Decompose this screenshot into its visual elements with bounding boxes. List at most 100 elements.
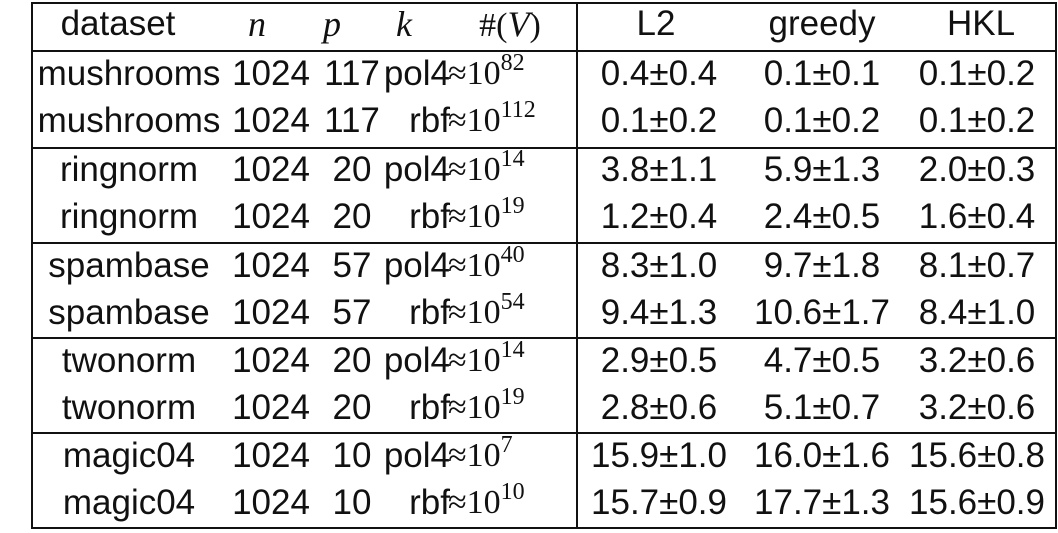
cell-num-vertices: ≈1082 (448, 50, 525, 96)
cell-approx-exponent: 14 (500, 337, 525, 363)
group-rule-2 (31, 242, 1057, 244)
cell-p: 57 (332, 246, 372, 285)
header-v: V (507, 4, 530, 44)
cell-k: pol4 (383, 150, 450, 189)
cell-approx-base: ≈10 (448, 198, 501, 235)
cell-n: 1024 (232, 341, 310, 380)
cell-p: 20 (332, 341, 372, 380)
cell-l2: 2.9±0.5 (600, 341, 718, 380)
cell-num-vertices: ≈1019 (448, 384, 525, 430)
cell-dataset: magic04 (62, 436, 196, 475)
header-greedy: greedy (768, 4, 876, 43)
cell-greedy: 10.6±1.7 (754, 293, 890, 332)
cell-approx-base: ≈10 (448, 389, 501, 426)
header-hkl: HKL (946, 4, 1016, 43)
cell-approx-exponent: 54 (500, 289, 525, 315)
cell-num-vertices: ≈1019 (448, 194, 525, 239)
cell-n: 1024 (232, 54, 310, 93)
cell-p: 57 (332, 293, 372, 332)
header-n: n (248, 4, 266, 44)
cell-hkl: 0.1±0.2 (918, 101, 1036, 140)
cell-approx-base: ≈10 (448, 102, 501, 139)
cell-l2: 15.7±0.9 (591, 483, 727, 522)
cell-num-vertices: ≈1014 (448, 337, 525, 383)
group-rule-3 (31, 337, 1057, 339)
middle-rule (576, 2, 578, 529)
cell-dataset: mushrooms (37, 101, 221, 140)
cell-p: 20 (332, 197, 372, 236)
cell-approx-exponent: 82 (500, 50, 525, 76)
cell-hkl: 3.2±0.6 (918, 388, 1036, 427)
cell-dataset: twonorm (61, 341, 197, 380)
cell-num-vertices: ≈1014 (448, 147, 525, 192)
cell-n: 1024 (232, 436, 310, 475)
cell-greedy: 0.1±0.2 (763, 101, 881, 140)
cell-greedy: 2.4±0.5 (763, 197, 881, 236)
cell-dataset: twonorm (61, 388, 197, 427)
cell-hkl: 8.1±0.7 (918, 246, 1036, 285)
cell-k: pol4 (383, 341, 450, 380)
cell-n: 1024 (232, 101, 310, 140)
cell-k: pol4 (383, 436, 450, 475)
header-hash: # (479, 7, 497, 44)
cell-k: rbf (409, 388, 450, 427)
cell-num-vertices: ≈1054 (448, 289, 525, 335)
cell-n: 1024 (232, 483, 310, 522)
cell-hkl: 15.6±0.8 (909, 436, 1045, 475)
header-rule (31, 50, 1057, 52)
cell-hkl: 8.4±1.0 (918, 293, 1036, 332)
cell-num-vertices: ≈107 (448, 433, 513, 478)
cell-approx-exponent: 112 (500, 97, 536, 123)
cell-l2: 3.8±1.1 (600, 150, 718, 189)
cell-p: 20 (332, 388, 372, 427)
cell-l2: 8.3±1.0 (600, 246, 718, 285)
cell-approx-exponent: 10 (500, 479, 525, 505)
cell-n: 1024 (232, 388, 310, 427)
cell-hkl: 15.6±0.9 (909, 483, 1045, 522)
cell-num-vertices: ≈10112 (448, 97, 536, 143)
cell-hkl: 3.2±0.6 (918, 341, 1036, 380)
cell-greedy: 5.9±1.3 (763, 150, 881, 189)
cell-dataset: ringnorm (59, 197, 199, 236)
cell-k: pol4 (383, 54, 450, 93)
header-p: p (323, 4, 341, 44)
cell-approx-exponent: 19 (500, 384, 525, 410)
cell-dataset: magic04 (62, 483, 196, 522)
cell-p: 10 (332, 436, 372, 475)
cell-approx-base: ≈10 (448, 342, 501, 379)
cell-n: 1024 (232, 197, 310, 236)
cell-dataset: spambase (48, 246, 210, 285)
cell-l2: 0.1±0.2 (600, 101, 718, 140)
cell-dataset: ringnorm (59, 150, 199, 189)
cell-approx-exponent: 40 (500, 242, 525, 268)
header-paren-close: ) (529, 7, 541, 44)
cell-num-vertices: ≈1010 (448, 479, 525, 525)
header-dataset: dataset (60, 4, 176, 43)
group-rule-4 (31, 432, 1057, 434)
header-paren-open: ( (496, 7, 508, 44)
cell-greedy: 5.1±0.7 (763, 388, 881, 427)
cell-approx-base: ≈10 (448, 484, 501, 521)
cell-n: 1024 (232, 150, 310, 189)
cell-p: 117 (324, 101, 380, 140)
cell-approx-base: ≈10 (448, 151, 501, 188)
cell-dataset: mushrooms (37, 54, 221, 93)
cell-l2: 2.8±0.6 (600, 388, 718, 427)
cell-l2: 9.4±1.3 (600, 293, 718, 332)
cell-dataset: spambase (48, 293, 210, 332)
cell-k: rbf (409, 197, 450, 236)
cell-n: 1024 (232, 293, 310, 332)
right-rule (1055, 2, 1057, 529)
cell-p: 10 (332, 483, 372, 522)
cell-greedy: 9.7±1.8 (763, 246, 881, 285)
cell-k: pol4 (383, 246, 450, 285)
cell-l2: 1.2±0.4 (600, 197, 718, 236)
cell-l2: 0.4±0.4 (600, 54, 718, 93)
cell-greedy: 0.1±0.1 (763, 54, 881, 93)
cell-p: 117 (324, 54, 380, 93)
cell-hkl: 0.1±0.2 (918, 54, 1036, 93)
cell-num-vertices: ≈1040 (448, 242, 525, 288)
left-rule (31, 2, 33, 529)
cell-approx-base: ≈10 (448, 294, 501, 331)
bottom-rule (31, 527, 1057, 529)
